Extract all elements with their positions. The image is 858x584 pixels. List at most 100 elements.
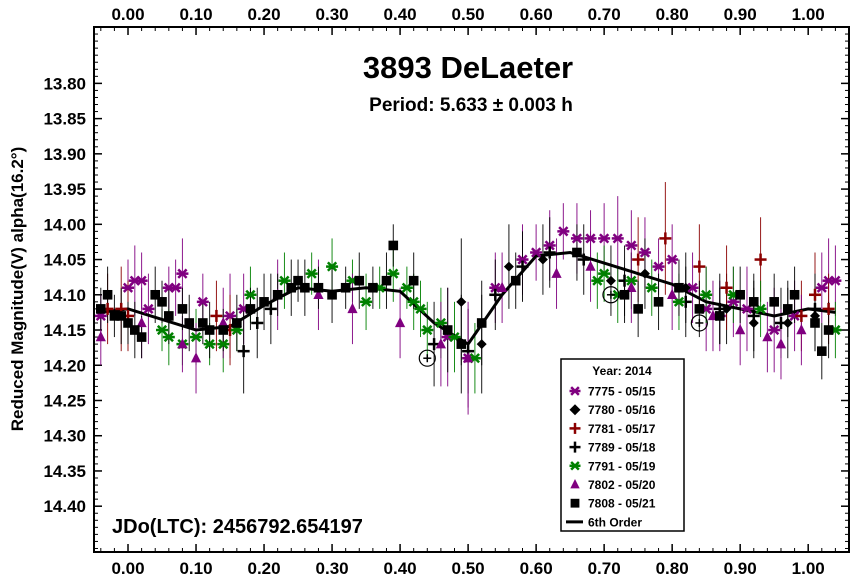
marker-shape [177,304,188,314]
data-point [203,339,216,350]
data-point [354,275,365,286]
data-point [204,325,215,335]
legend-swatch [569,441,581,453]
data-point [210,309,223,322]
marker-shape [572,247,582,258]
marker-shape [198,318,208,328]
data-point [808,288,821,301]
data-point [442,325,453,335]
marker-stroke [570,386,580,396]
legend-swatch [570,498,580,508]
data-point [368,282,378,293]
marker-stroke [544,240,555,251]
data-point [394,316,406,328]
data-point [796,324,807,335]
marker-shape [816,346,827,356]
x-tick-label: 0.60 [520,5,553,24]
marker-stroke [415,303,426,314]
data-point [327,289,337,300]
marker-shape [95,331,106,342]
marker-stroke [626,240,637,251]
data-point [497,281,508,292]
chart-title: 3893 DeLaeter [363,50,573,85]
marker-stroke [531,247,542,258]
marker-stroke [143,303,154,314]
data-point [585,260,596,271]
data-point [672,296,685,307]
legend: Year: 2014 7775 - 05/15 7780 - 05/16 7781 … [560,358,685,532]
data-point [503,261,514,272]
y-tick-label: 13.90 [43,145,86,164]
data-point [632,253,645,266]
data-point [735,324,746,335]
marker-stroke [326,261,338,272]
data-point [184,318,195,328]
data-point [769,297,779,307]
marker-shape [150,289,161,300]
x-tick-labels-top: 0.00 0.10 0.20 0.30 0.40 0.50 0.60 0.70 0.80 0.90… [111,5,824,24]
plot-frame [93,26,850,553]
marker-shape [694,304,705,314]
marker-shape [639,268,650,279]
marker-shape [313,288,324,299]
y-tick-label: 13.95 [43,180,86,199]
data-point [510,275,521,286]
marker-stroke [755,303,766,314]
legend-swatch [569,386,581,396]
data-point [190,352,202,363]
data-point [347,302,358,314]
marker-shape [782,317,793,328]
data-point [157,297,167,307]
data-point [456,339,467,349]
marker-stroke [224,310,236,322]
x-tick-label: 0.90 [724,5,757,24]
marker-shape [130,325,140,335]
marker-shape [232,318,242,328]
marker-shape [462,352,474,363]
x-tick-label: 0.00 [111,5,144,24]
circled-point [690,314,708,332]
marker-stroke [490,282,501,293]
data-point [577,253,590,266]
marker-stroke [571,233,583,244]
marker-shape [177,338,188,349]
data-point [218,316,229,328]
data-point [653,297,664,307]
data-point [584,233,597,244]
data-point [516,254,529,265]
data-point [638,247,651,258]
marker-stroke [570,461,580,471]
data-point [150,289,161,300]
data-point [360,296,373,307]
data-point [782,304,793,314]
data-point [251,316,264,329]
marker-stroke [177,268,188,279]
legend-box [560,358,685,532]
marker-stroke [422,324,433,336]
data-point [674,282,684,293]
marker-stroke [204,339,215,350]
marker-shape [735,324,746,335]
x-tick-label: 0.30 [316,559,349,578]
data-point [169,282,182,293]
x-tick-label: 0.10 [179,5,212,24]
marker-shape [633,304,643,314]
data-point [557,226,570,237]
marker-shape [619,289,630,300]
marker-shape [136,316,147,328]
y-tick-label: 13.80 [43,74,86,93]
data-point [218,325,229,335]
data-point [666,254,679,265]
marker-stroke [612,233,623,244]
data-point [530,247,543,258]
marker-shape [570,498,580,508]
data-point [551,267,562,278]
marker-shape [313,282,324,293]
marker-shape [164,311,174,321]
y-tick-label: 14.40 [43,497,86,516]
data-point [645,282,658,293]
x-tick-label: 1.00 [792,559,825,578]
data-point [572,247,582,258]
data-point [693,260,706,273]
data-point [259,297,269,307]
